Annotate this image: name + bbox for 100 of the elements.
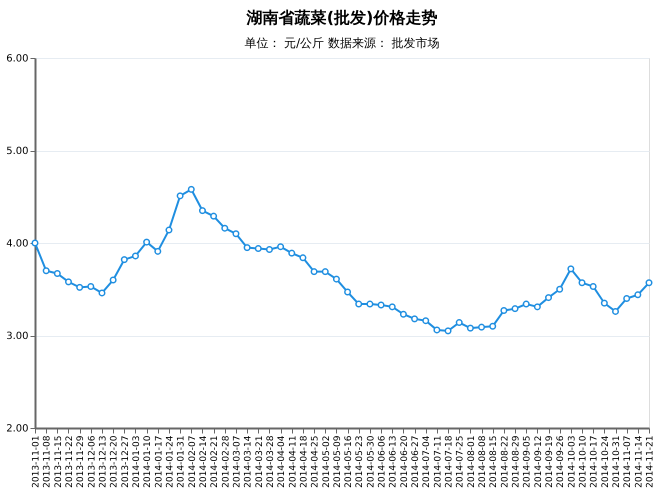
x-tick-label: 2013-11-08 <box>42 435 53 488</box>
point <box>500 307 508 314</box>
point <box>612 308 619 315</box>
x-tick-label: 2014-09-12 <box>534 436 544 488</box>
x-tick-label: 2013-12-13 <box>98 436 108 488</box>
x-tick-label: 2014-05-09 <box>332 435 343 488</box>
x-tick-label: 2014-10-31 <box>612 436 622 488</box>
point <box>344 288 352 296</box>
x-tick-label: 2014-07-25 <box>456 436 466 488</box>
x-tick-label: 2013-11-22 <box>64 436 75 488</box>
point <box>176 192 184 200</box>
x-tick-label: 2014-05-02 <box>322 436 332 488</box>
point <box>512 305 519 312</box>
x-tick-label: 2014-06-06 <box>378 435 388 488</box>
point <box>600 300 608 307</box>
point <box>32 240 38 246</box>
x-tick-label: 2014-06-13 <box>388 436 399 488</box>
point <box>623 295 630 302</box>
point <box>98 289 106 296</box>
point <box>165 226 172 234</box>
x-tick-label: 2014-10-10 <box>578 435 589 488</box>
point <box>388 303 396 310</box>
point <box>210 212 218 220</box>
point <box>277 243 284 250</box>
point <box>634 291 642 298</box>
x-tick-label: 2014-11-14 <box>634 435 644 488</box>
x-tick-label: 2014-01-10 <box>143 435 154 488</box>
x-tick-label: 2013-11-15 <box>54 436 64 488</box>
x-tick-label: 2014-08-29 <box>512 435 522 488</box>
point <box>76 284 84 291</box>
point <box>567 265 574 272</box>
x-tick-label: 2013-12-27 <box>120 436 131 488</box>
x-tick-label: 2014-01-24 <box>165 435 176 488</box>
x-tick-label: 2014-02-07 <box>188 436 198 488</box>
x-tick-label: 2014-01-03 <box>132 436 142 488</box>
x-tick-label: 2014-02-14 <box>198 435 209 488</box>
point <box>578 279 586 286</box>
point <box>422 317 430 324</box>
point <box>42 267 50 274</box>
point <box>54 270 61 278</box>
point <box>478 324 486 331</box>
x-tick-label: 2014-06-20 <box>400 435 410 488</box>
y-tick-label: 6.00 <box>6 54 28 64</box>
point <box>400 310 407 318</box>
x-tick-label: 2014-01-31 <box>176 436 187 488</box>
x-tick-label: 2013-11-01 <box>32 436 42 488</box>
x-tick-label: 2014-08-15 <box>489 436 500 488</box>
point <box>310 268 318 276</box>
point <box>378 301 385 308</box>
x-tick-label: 2014-09-05 <box>522 436 533 488</box>
y-tick-label: 4.00 <box>6 238 28 250</box>
x-tick-label: 2014-04-04 <box>277 435 288 488</box>
point <box>545 294 552 302</box>
x-tick-label: 2014-09-26 <box>556 435 566 488</box>
point <box>132 252 139 260</box>
x-tick-label: 2014-05-30 <box>366 435 376 488</box>
x-tick-label: 2014-11-07 <box>623 436 634 488</box>
x-tick-label: 2014-03-21 <box>254 436 265 488</box>
x-tick-label: 2014-07-18 <box>444 435 455 488</box>
point <box>444 327 452 334</box>
chart-title: 湖南省蔬菜(批发)价格走势 <box>246 8 438 27</box>
point <box>522 300 530 308</box>
point <box>221 224 228 232</box>
point <box>590 282 597 290</box>
point <box>299 254 306 262</box>
point <box>355 300 362 308</box>
x-tick-label: 2014-04-18 <box>299 435 310 488</box>
point <box>322 268 329 276</box>
point <box>110 276 117 284</box>
x-tick-label: 2014-02-21 <box>210 436 220 488</box>
point <box>332 276 340 283</box>
point <box>154 248 162 255</box>
x-tick-label: 2014-04-11 <box>288 436 298 488</box>
x-tick-label: 2014-02-28 <box>221 435 232 488</box>
point <box>244 244 251 252</box>
x-tick-label: 2014-08-01 <box>466 436 477 488</box>
x-tick-label: 2014-05-23 <box>355 436 366 488</box>
chart-subtitle: 单位： 元/公斤 数据来源： 批发市场 <box>244 36 440 50</box>
point <box>198 207 206 214</box>
point <box>232 230 240 238</box>
point <box>65 278 72 286</box>
x-tick-label: 2014-07-11 <box>433 436 444 488</box>
point <box>120 256 128 264</box>
point <box>466 324 474 332</box>
x-tick-label: 2014-03-07 <box>232 436 242 488</box>
x-tick-label: 2014-07-04 <box>422 435 432 488</box>
x-tick-label: 2013-11-29 <box>76 435 86 488</box>
y-tick-label: 5.00 <box>6 146 28 157</box>
point <box>556 286 564 293</box>
x-tick-label: 2013-12-06 <box>87 435 98 488</box>
point <box>266 246 273 253</box>
point <box>288 250 296 257</box>
x-tick-label: 2014-03-28 <box>266 435 276 488</box>
point <box>534 303 541 310</box>
point <box>456 319 463 326</box>
x-tick-label: 2014-01-17 <box>154 436 164 488</box>
point <box>87 282 94 290</box>
x-tick-label: 2014-11-21 <box>646 436 656 488</box>
point <box>411 315 418 322</box>
y-tick-label: 3.00 <box>6 331 28 342</box>
